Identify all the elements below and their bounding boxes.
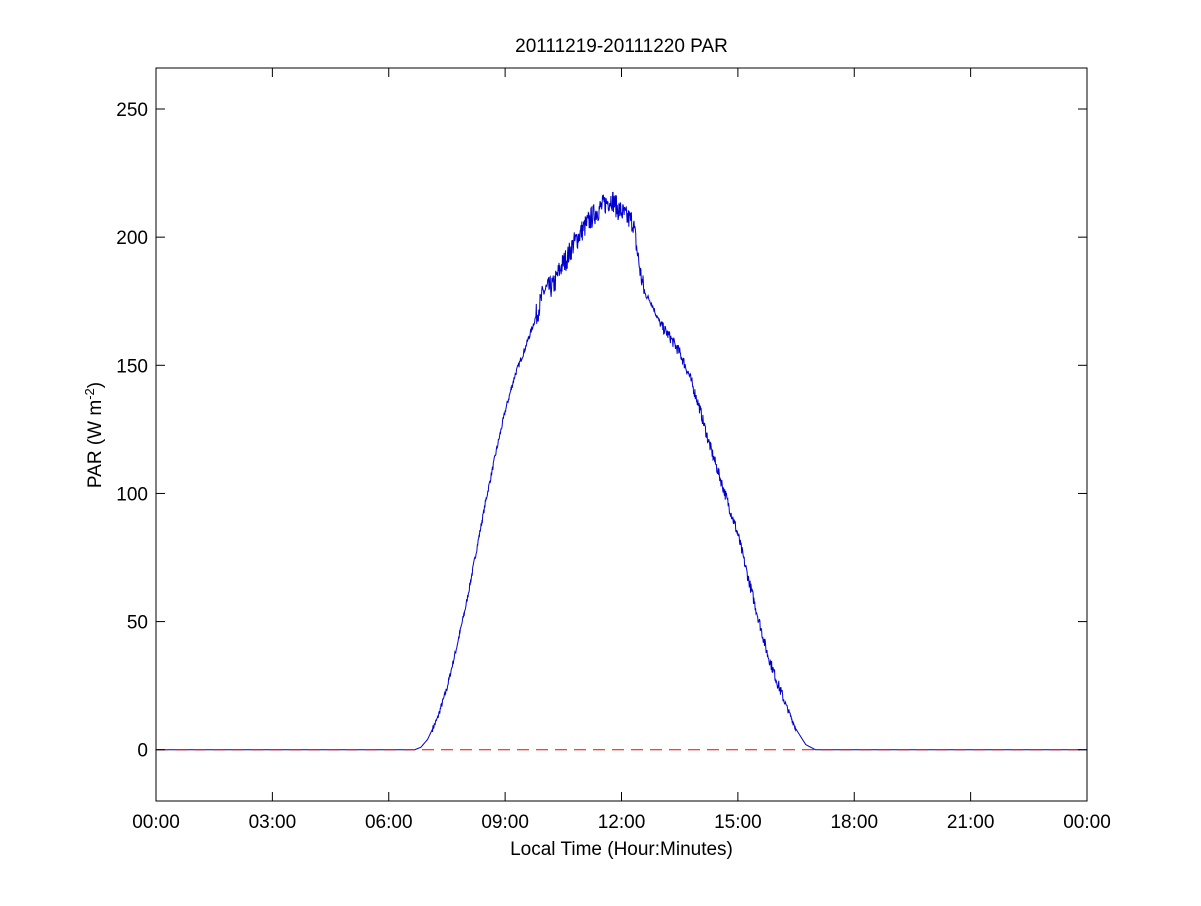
y-axis-label-main: PAR (W m [85, 400, 106, 488]
x-tick-label: 00:00 [132, 812, 180, 833]
plot-layer [156, 191, 1087, 751]
x-tick-label: 03:00 [249, 812, 297, 833]
y-axis-label-close: ) [85, 382, 106, 388]
x-tick-label: 21:00 [947, 812, 995, 833]
x-tick-label: 00:00 [1063, 812, 1111, 833]
y-tick-label: 0 [137, 741, 148, 762]
x-tick-label: 15:00 [714, 812, 762, 833]
y-tick-label: 250 [116, 100, 148, 121]
x-tick-label: 06:00 [365, 812, 413, 833]
y-tick-label: 100 [116, 484, 148, 505]
y-tick-label: 150 [116, 356, 148, 377]
y-tick-label: 200 [116, 228, 148, 249]
tick-layer: 00:00 03:00 06:00 09:00 12:00 15:00 18:00 21:00… [116, 68, 1111, 833]
chart-title: 20111219-20111220 PAR [515, 36, 728, 57]
plot-frame [155, 67, 1088, 802]
x-tick-label: 18:00 [830, 812, 878, 833]
par-series-line [156, 191, 1087, 751]
y-axis-label-superscript: -2 [82, 388, 97, 400]
x-tick-label: 12:00 [598, 812, 646, 833]
x-axis-label: Local Time (Hour:Minutes) [510, 839, 733, 860]
y-tick-label: 50 [127, 613, 148, 634]
y-axis-label: PAR (W m-2) [82, 382, 107, 488]
x-tick-label: 09:00 [481, 812, 529, 833]
